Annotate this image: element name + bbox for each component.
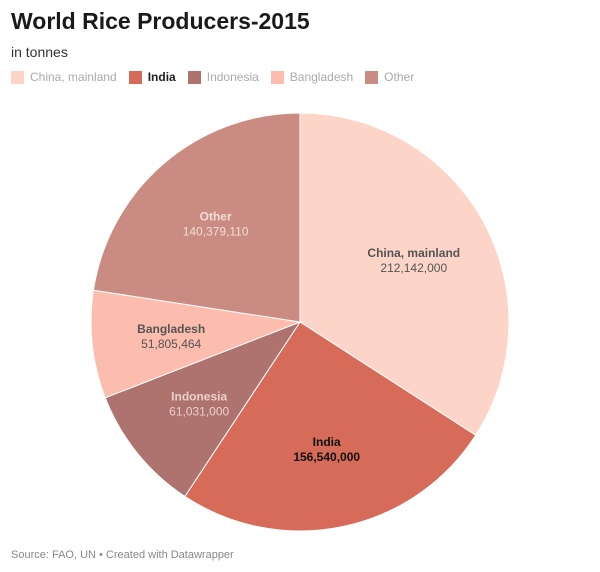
- legend-label: China, mainland: [30, 70, 117, 84]
- legend-item: India: [128, 70, 176, 84]
- legend-label: Other: [384, 70, 415, 84]
- slice-label: India: [313, 435, 341, 449]
- legend: China, mainland India Indonesia Bangladesh O…: [11, 70, 414, 84]
- slice-value-label: 51,805,464: [141, 337, 201, 351]
- slice-value-label: 61,031,000: [169, 404, 229, 418]
- legend-item: Indonesia: [187, 70, 259, 84]
- source-footer: Source: FAO, UN • Created with Datawrapp…: [11, 549, 234, 561]
- slice-value-label: 212,142,000: [380, 261, 447, 275]
- legend-swatch: [365, 70, 379, 84]
- slice-label: Other: [200, 210, 232, 224]
- slice-label: Bangladesh: [137, 322, 205, 336]
- slice-value-label: 156,540,000: [293, 450, 360, 464]
- chart-subtitle: in tonnes: [11, 44, 68, 60]
- legend-item: China, mainland: [11, 70, 117, 84]
- pie-slice: [184, 321, 477, 532]
- legend-label: Bangladesh: [289, 70, 354, 84]
- pie-slice: [104, 320, 302, 498]
- legend-label: Indonesia: [206, 70, 259, 84]
- slice-label: Indonesia: [171, 389, 227, 403]
- pie-slice: [299, 112, 510, 436]
- slice-label: China, mainland: [367, 246, 460, 260]
- pie-slice: [92, 112, 301, 323]
- legend-swatch: [11, 70, 24, 84]
- pie-slice: [90, 289, 302, 399]
- legend-item: Other: [365, 70, 414, 84]
- slice-value-label: 140,379,110: [183, 225, 249, 239]
- legend-item: Bangladesh: [270, 70, 354, 84]
- chart-title: World Rice Producers-2015: [11, 8, 310, 34]
- legend-label: India: [147, 70, 176, 84]
- legend-swatch: [270, 70, 284, 84]
- legend-swatch: [187, 70, 201, 84]
- legend-swatch: [128, 70, 142, 84]
